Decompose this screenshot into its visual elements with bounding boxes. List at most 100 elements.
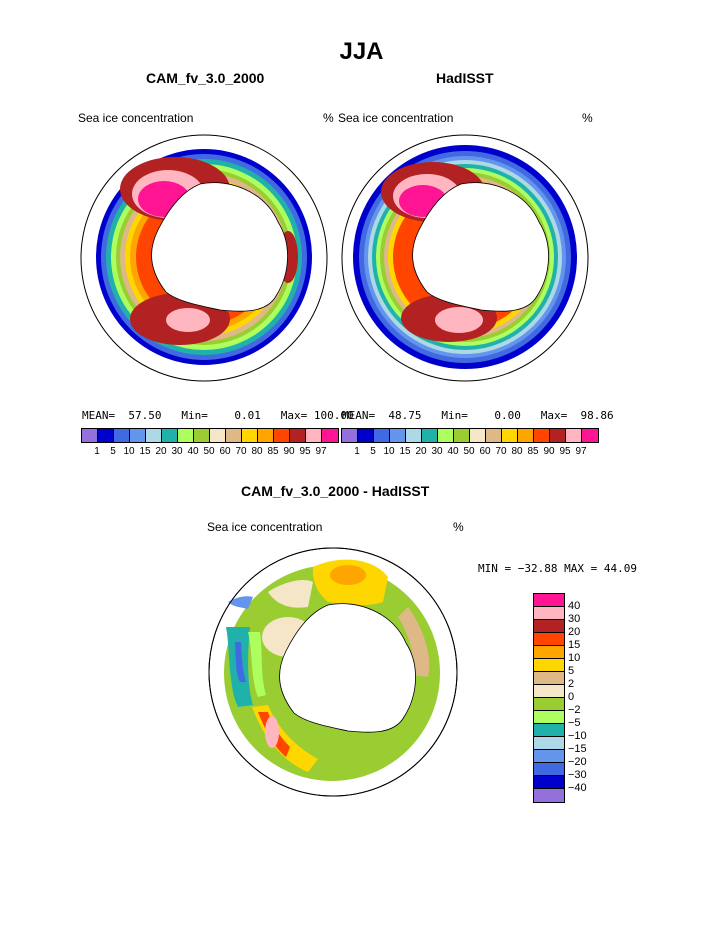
- colorbar-swatch: [534, 711, 564, 724]
- colorbar-tick-label: 5: [568, 665, 575, 677]
- panel1-max-label: Max=: [280, 409, 308, 422]
- map-cam: [80, 134, 328, 382]
- colorbar-swatch: [210, 429, 226, 442]
- colorbar-tick-label: 90: [543, 446, 555, 457]
- colorbar-tick-label: 30: [171, 446, 183, 457]
- colorbar-tick-label: 30: [568, 613, 581, 625]
- colorbar-swatch: [502, 429, 518, 442]
- diff-labelbar: [533, 593, 565, 803]
- colorbar-swatch: [534, 737, 564, 750]
- colorbar-tick-label: 85: [527, 446, 539, 457]
- colorbar-tick-label: 40: [568, 600, 581, 612]
- colorbar-swatch: [534, 789, 564, 802]
- colorbar-swatch: [98, 429, 114, 442]
- panel2-title: HadISST: [436, 70, 494, 86]
- panel1-min-label: Min=: [181, 409, 208, 422]
- panel2-stats: MEAN= 48.75 Min= 0.00 Max= 98.86: [342, 409, 614, 422]
- colorbar-tick-label: −40: [568, 782, 587, 794]
- colorbar-tick-label: 70: [495, 446, 507, 457]
- colorbar-tick-label: 5: [110, 446, 116, 457]
- colorbar-tick-label: 97: [575, 446, 587, 457]
- colorbar-tick-label: 20: [568, 626, 581, 638]
- colorbar-tick-label: 30: [431, 446, 443, 457]
- colorbar-swatch: [566, 429, 582, 442]
- colorbar-tick-label: −5: [568, 717, 581, 729]
- panel2-left-label: Sea ice concentration: [338, 111, 454, 125]
- diff-minmax: MIN = −32.88 MAX = 44.09: [478, 562, 637, 575]
- colorbar-swatch: [390, 429, 406, 442]
- map-hadisst: [341, 134, 589, 382]
- colorbar-tick-label: 60: [219, 446, 231, 457]
- colorbar-swatch: [454, 429, 470, 442]
- colorbar-swatch: [130, 429, 146, 442]
- colorbar-swatch: [470, 429, 486, 442]
- panel1-stats: MEAN= 57.50 Min= 0.01 Max= 100.00: [82, 409, 354, 422]
- panel1-units: %: [323, 111, 334, 125]
- colorbar-swatch: [114, 429, 130, 442]
- colorbar-tick-label: 40: [447, 446, 459, 457]
- diff-units: %: [453, 520, 464, 534]
- map-difference: [208, 547, 458, 797]
- colorbar-tick-label: 10: [568, 652, 581, 664]
- panel1-left-label: Sea ice concentration: [78, 111, 194, 125]
- colorbar-swatch: [534, 750, 564, 763]
- colorbar-swatch: [406, 429, 422, 442]
- colorbar-tick-label: 95: [559, 446, 571, 457]
- colorbar-swatch: [306, 429, 322, 442]
- colorbar-swatch: [194, 429, 210, 442]
- panel1-labelbar: [81, 428, 339, 443]
- colorbar-swatch: [242, 429, 258, 442]
- colorbar-tick-label: 1: [354, 446, 360, 457]
- colorbar-tick-label: 90: [283, 446, 295, 457]
- colorbar-tick-label: −10: [568, 730, 587, 742]
- panel2-max-value: 98.86: [580, 409, 614, 422]
- colorbar-swatch: [258, 429, 274, 442]
- panel2-mean-value: 48.75: [388, 409, 422, 422]
- colorbar-tick-label: 40: [187, 446, 199, 457]
- panel1-mean-value: 57.50: [128, 409, 162, 422]
- colorbar-swatch: [534, 698, 564, 711]
- colorbar-swatch: [534, 620, 564, 633]
- colorbar-swatch: [322, 429, 338, 442]
- colorbar-tick-label: 20: [415, 446, 427, 457]
- colorbar-tick-label: 60: [479, 446, 491, 457]
- panel2-min-value: 0.00: [494, 409, 521, 422]
- colorbar-swatch: [374, 429, 390, 442]
- panel2-max-label: Max=: [540, 409, 568, 422]
- colorbar-tick-label: 80: [511, 446, 523, 457]
- colorbar-swatch: [290, 429, 306, 442]
- panel2-labelbar: [341, 428, 599, 443]
- colorbar-swatch: [534, 633, 564, 646]
- colorbar-swatch: [486, 429, 502, 442]
- colorbar-tick-label: 80: [251, 446, 263, 457]
- colorbar-swatch: [82, 429, 98, 442]
- colorbar-tick-label: 15: [139, 446, 151, 457]
- colorbar-tick-label: 1: [94, 446, 100, 457]
- colorbar-swatch: [438, 429, 454, 442]
- colorbar-tick-label: 50: [203, 446, 215, 457]
- colorbar-tick-label: −2: [568, 704, 581, 716]
- colorbar-tick-label: −20: [568, 756, 587, 768]
- colorbar-swatch: [534, 672, 564, 685]
- colorbar-tick-label: 97: [315, 446, 327, 457]
- colorbar-swatch: [422, 429, 438, 442]
- colorbar-swatch: [534, 607, 564, 620]
- colorbar-swatch: [146, 429, 162, 442]
- colorbar-tick-label: 50: [463, 446, 475, 457]
- colorbar-swatch: [534, 724, 564, 737]
- colorbar-tick-label: 15: [399, 446, 411, 457]
- colorbar-tick-label: 5: [370, 446, 376, 457]
- diff-title: CAM_fv_3.0_2000 - HadISST: [241, 483, 430, 499]
- colorbar-swatch: [518, 429, 534, 442]
- colorbar-swatch: [534, 429, 550, 442]
- colorbar-tick-label: 10: [123, 446, 135, 457]
- colorbar-tick-label: 15: [568, 639, 581, 651]
- colorbar-swatch: [162, 429, 178, 442]
- panel1-labelbar-ticks: 1 5 10 15 20 30 40 50 60 70 80 85 90 95 97: [89, 446, 329, 457]
- colorbar-swatch: [226, 429, 242, 442]
- colorbar-swatch: [534, 776, 564, 789]
- panel2-labelbar-ticks: 1 5 10 15 20 30 40 50 60 70 80 85 90 95 97: [349, 446, 589, 457]
- colorbar-tick-label: 10: [383, 446, 395, 457]
- colorbar-swatch: [550, 429, 566, 442]
- colorbar-swatch: [534, 594, 564, 607]
